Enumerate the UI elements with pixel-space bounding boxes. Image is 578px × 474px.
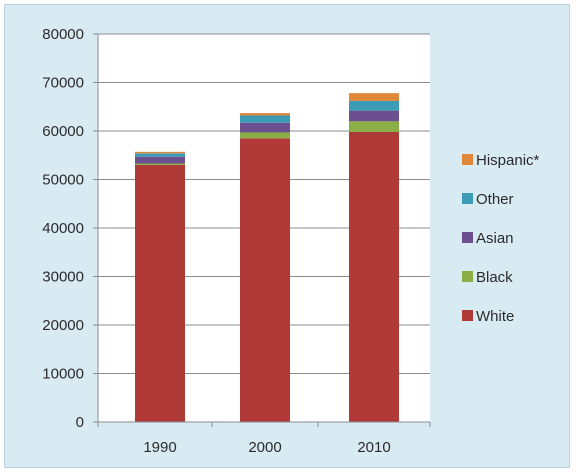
bar-segment-white-1990	[135, 164, 185, 422]
bar-segment-asian-1990	[135, 156, 185, 164]
x-tick-labels: 1990 2000 2010	[97, 422, 431, 456]
y-tick-label: 40000	[42, 220, 84, 237]
bar-segment-hispanic-2000	[240, 113, 290, 116]
bar-segment-other-1990	[135, 153, 185, 157]
y-tick-label: 60000	[42, 123, 84, 140]
y-tick-label: 70000	[42, 75, 84, 92]
x-tick-label: 2010	[357, 439, 390, 456]
bar-segment-black-1990	[135, 163, 185, 165]
legend-swatch	[462, 232, 473, 243]
legend-label: Hispanic*	[476, 152, 540, 169]
bar-segment-other-2000	[240, 115, 290, 123]
bar-segment-black-2010	[349, 121, 399, 132]
bar-segment-asian-2010	[349, 110, 399, 122]
y-tick-label: 80000	[42, 26, 84, 43]
legend-swatch	[462, 193, 473, 204]
x-tick-label: 1990	[143, 439, 176, 456]
legend-label: Asian	[476, 230, 514, 247]
y-tick-label: 50000	[42, 172, 84, 189]
legend-swatch	[462, 271, 473, 282]
bar-segment-hispanic-2010	[349, 93, 399, 101]
legend-label: Other	[476, 191, 514, 208]
legend-label: White	[476, 308, 514, 325]
bar-segment-other-2010	[349, 100, 399, 111]
bar-segment-asian-2000	[240, 122, 290, 133]
y-tick-label: 10000	[42, 366, 84, 383]
y-tick-label: 0	[76, 414, 84, 431]
bar-segment-black-2000	[240, 132, 290, 139]
bar-segment-white-2010	[349, 131, 399, 422]
bars	[135, 93, 399, 422]
legend-swatch	[462, 154, 473, 165]
y-tick-labels: 0 10000 20000 30000 40000 50000 60000 70000 8000…	[42, 26, 98, 431]
legend-label: Black	[476, 269, 513, 286]
y-tick-label: 20000	[42, 317, 84, 334]
y-tick-label: 30000	[42, 269, 84, 286]
x-tick-label: 2000	[248, 439, 281, 456]
bar-segment-white-2000	[240, 138, 290, 422]
legend-swatch	[462, 310, 473, 321]
legend: Hispanic* Other Asian Black White	[462, 152, 540, 325]
bar-segment-hispanic-1990	[135, 151, 185, 154]
